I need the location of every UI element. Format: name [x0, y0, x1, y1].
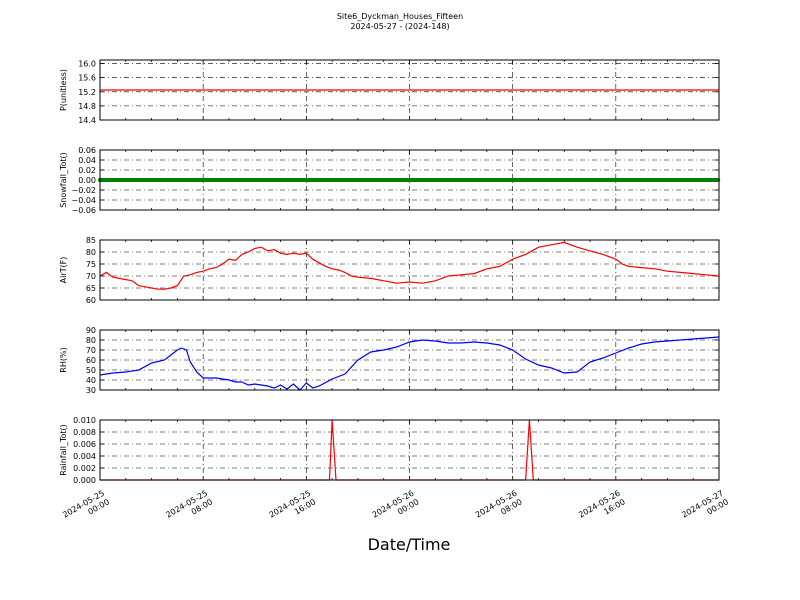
y-tick-label: 90: [86, 326, 96, 335]
plot-frame: [99, 59, 720, 121]
y-axis-label: Rainfall_Tot(): [59, 424, 68, 476]
y-tick-label: 40: [86, 376, 96, 385]
y-tick-label: 0.002: [73, 464, 96, 473]
series-line: [99, 241, 720, 290]
plot-frame: [99, 329, 720, 391]
y-tick-label: 14.4: [78, 116, 96, 125]
series-line: [99, 336, 720, 391]
y-tick-label: 80: [86, 336, 96, 345]
subplot-panels: 14.414.815.215.616.0P(unitless)−0.06−0.0…: [59, 59, 721, 485]
chart-title-line1: Site6_Dyckman_Houses_Fifteen: [337, 12, 463, 21]
plot-frame: [99, 419, 720, 481]
y-tick-label: 70: [86, 272, 96, 281]
y-tick-label: 65: [86, 284, 96, 293]
y-tick-label: 60: [86, 356, 96, 365]
subplot-2: −0.06−0.04−0.020.000.020.040.06 Snowfall_…: [59, 146, 721, 215]
y-tick-label: 0.000: [73, 476, 96, 485]
y-tick-label: 0.06: [78, 146, 96, 155]
y-axis-label: Snowfall_Tot(): [59, 152, 68, 208]
y-axis-label: P(unitless): [59, 69, 68, 111]
y-tick-label: 15.6: [78, 74, 96, 83]
y-tick-label: 0.008: [73, 428, 96, 437]
y-tick-label: 70: [86, 346, 96, 355]
y-axis-label: AirT(F): [59, 257, 68, 284]
y-tick-label: 16.0: [78, 60, 96, 69]
y-tick-label: 75: [86, 260, 96, 269]
x-axis-label: Date/Time: [368, 535, 451, 554]
y-tick-label: 0.02: [78, 166, 96, 175]
subplot-3: 60 65 70 75 80 85 AirT(F): [59, 236, 720, 305]
y-tick-label: 60: [86, 296, 96, 305]
grid: [100, 240, 719, 300]
chart-title-line2: 2024-05-27 - (2024-148): [350, 22, 449, 31]
y-tick-label: 14.8: [78, 102, 96, 111]
y-tick-label: 0.010: [73, 416, 96, 425]
plot-frame: [99, 149, 720, 211]
grid: [100, 150, 719, 210]
y-tick-label: 15.2: [78, 88, 96, 97]
data-point: [716, 178, 721, 182]
y-tick-label: 80: [86, 248, 96, 257]
y-tick-label: 50: [86, 366, 96, 375]
subplot-1: 14.4 14.8 15.2 15.6 16.0 P(unitless): [59, 59, 720, 125]
y-tick-label: −0.06: [71, 206, 96, 215]
y-tick-label: 30: [86, 386, 96, 395]
y-tick-label: 0.04: [78, 156, 96, 165]
grid: [100, 420, 719, 480]
series-markers: [98, 178, 721, 182]
plot-frame: [99, 239, 720, 301]
y-tick-label: −0.04: [71, 196, 96, 205]
y-axis-label: RH(%): [59, 347, 68, 372]
y-tick-label: 0.006: [73, 440, 96, 449]
y-tick-label: 0.004: [73, 452, 96, 461]
grid: [100, 60, 719, 120]
grid: [100, 330, 719, 390]
subplot-5: 0.000 0.002 0.004 0.006 0.008 0.010 Rainfall_T…: [59, 416, 720, 485]
y-tick-label: −0.02: [71, 186, 96, 195]
y-tick-label: 85: [86, 236, 96, 245]
y-tick-label: 0.00: [78, 176, 96, 185]
